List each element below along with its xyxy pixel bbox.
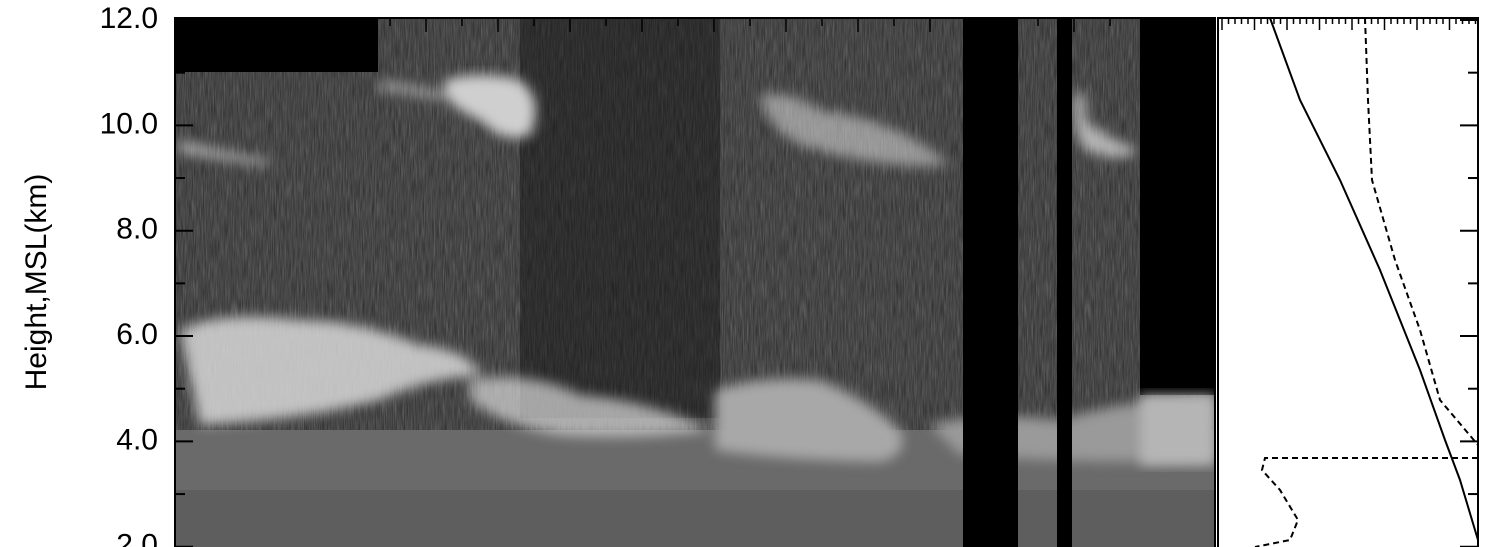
y-tick-label: 10.0 (100, 107, 158, 140)
y-tick-label: 6.0 (116, 318, 158, 351)
lidar-image (175, 18, 1215, 547)
image-frame (174, 17, 1216, 547)
y-tick-label: 12.0 (100, 2, 158, 35)
y-tick-label: 2.0 (116, 529, 158, 547)
y-tick-label: 8.0 (116, 213, 158, 246)
y-tick-label: 4.0 (116, 423, 158, 456)
y-axis-label: Height,MSL(km) (20, 174, 53, 391)
profile-panel (209, 17, 1479, 547)
